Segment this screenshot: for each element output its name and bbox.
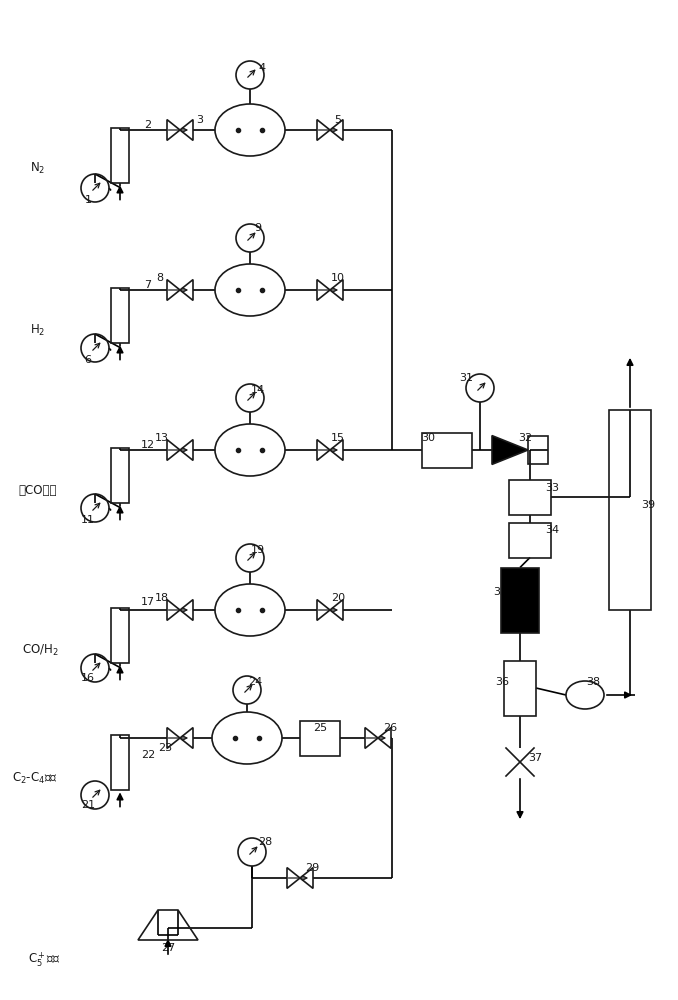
Text: 37: 37 — [528, 753, 542, 763]
Text: 23: 23 — [158, 743, 172, 753]
Text: 24: 24 — [248, 677, 262, 687]
Text: C$_2$-C$_4$烯烃: C$_2$-C$_4$烯烃 — [12, 770, 58, 786]
Bar — [111, 448, 129, 502]
Text: 22: 22 — [141, 750, 155, 760]
Text: 4: 4 — [258, 63, 266, 73]
Bar — [509, 522, 551, 558]
Bar — [300, 720, 340, 756]
Polygon shape — [492, 436, 528, 464]
Text: 17: 17 — [141, 597, 155, 607]
Bar — [422, 432, 472, 468]
Text: H$_2$: H$_2$ — [30, 322, 45, 338]
Text: 33: 33 — [545, 483, 559, 493]
Text: 26: 26 — [383, 723, 397, 733]
Text: 27: 27 — [161, 943, 175, 953]
Text: 8: 8 — [157, 273, 163, 283]
Text: 7: 7 — [144, 280, 152, 290]
Text: 15: 15 — [331, 433, 345, 443]
Text: 6: 6 — [85, 355, 92, 365]
Text: 18: 18 — [155, 593, 169, 603]
Text: 38: 38 — [586, 677, 600, 687]
Text: CO/H$_2$: CO/H$_2$ — [22, 642, 58, 658]
Text: 34: 34 — [545, 525, 559, 535]
Text: 19: 19 — [251, 545, 265, 555]
Bar — [504, 660, 536, 716]
Text: 3: 3 — [197, 115, 203, 125]
Text: N$_2$: N$_2$ — [30, 160, 45, 176]
Bar — [111, 127, 129, 182]
Text: 10: 10 — [331, 273, 345, 283]
Bar — [111, 607, 129, 662]
Text: C$_5^+$烯烃: C$_5^+$烯烃 — [28, 951, 61, 969]
Bar — [111, 734, 129, 790]
Text: 39: 39 — [641, 500, 655, 510]
Bar — [509, 480, 551, 514]
Text: 32: 32 — [518, 433, 532, 443]
Text: 31: 31 — [459, 373, 473, 383]
Text: 5: 5 — [334, 115, 342, 125]
Bar — [528, 436, 548, 464]
Bar — [609, 410, 651, 610]
Text: 12: 12 — [141, 440, 155, 450]
Text: 14: 14 — [251, 385, 265, 395]
Text: 1: 1 — [85, 195, 92, 205]
Text: 25: 25 — [313, 723, 327, 733]
Text: 21: 21 — [81, 800, 95, 810]
Text: 20: 20 — [331, 593, 345, 603]
Bar — [111, 288, 129, 342]
Text: 29: 29 — [305, 863, 319, 873]
Bar — [501, 568, 539, 633]
Text: 13: 13 — [155, 433, 169, 443]
Text: 2: 2 — [144, 120, 152, 130]
Text: 11: 11 — [81, 515, 95, 525]
Text: 9: 9 — [254, 223, 262, 233]
Text: 30: 30 — [421, 433, 435, 443]
Text: 35: 35 — [493, 587, 507, 597]
Text: 36: 36 — [495, 677, 509, 687]
Text: 含CO气体: 含CO气体 — [18, 484, 56, 496]
Text: 28: 28 — [258, 837, 272, 847]
Text: 16: 16 — [81, 673, 95, 683]
